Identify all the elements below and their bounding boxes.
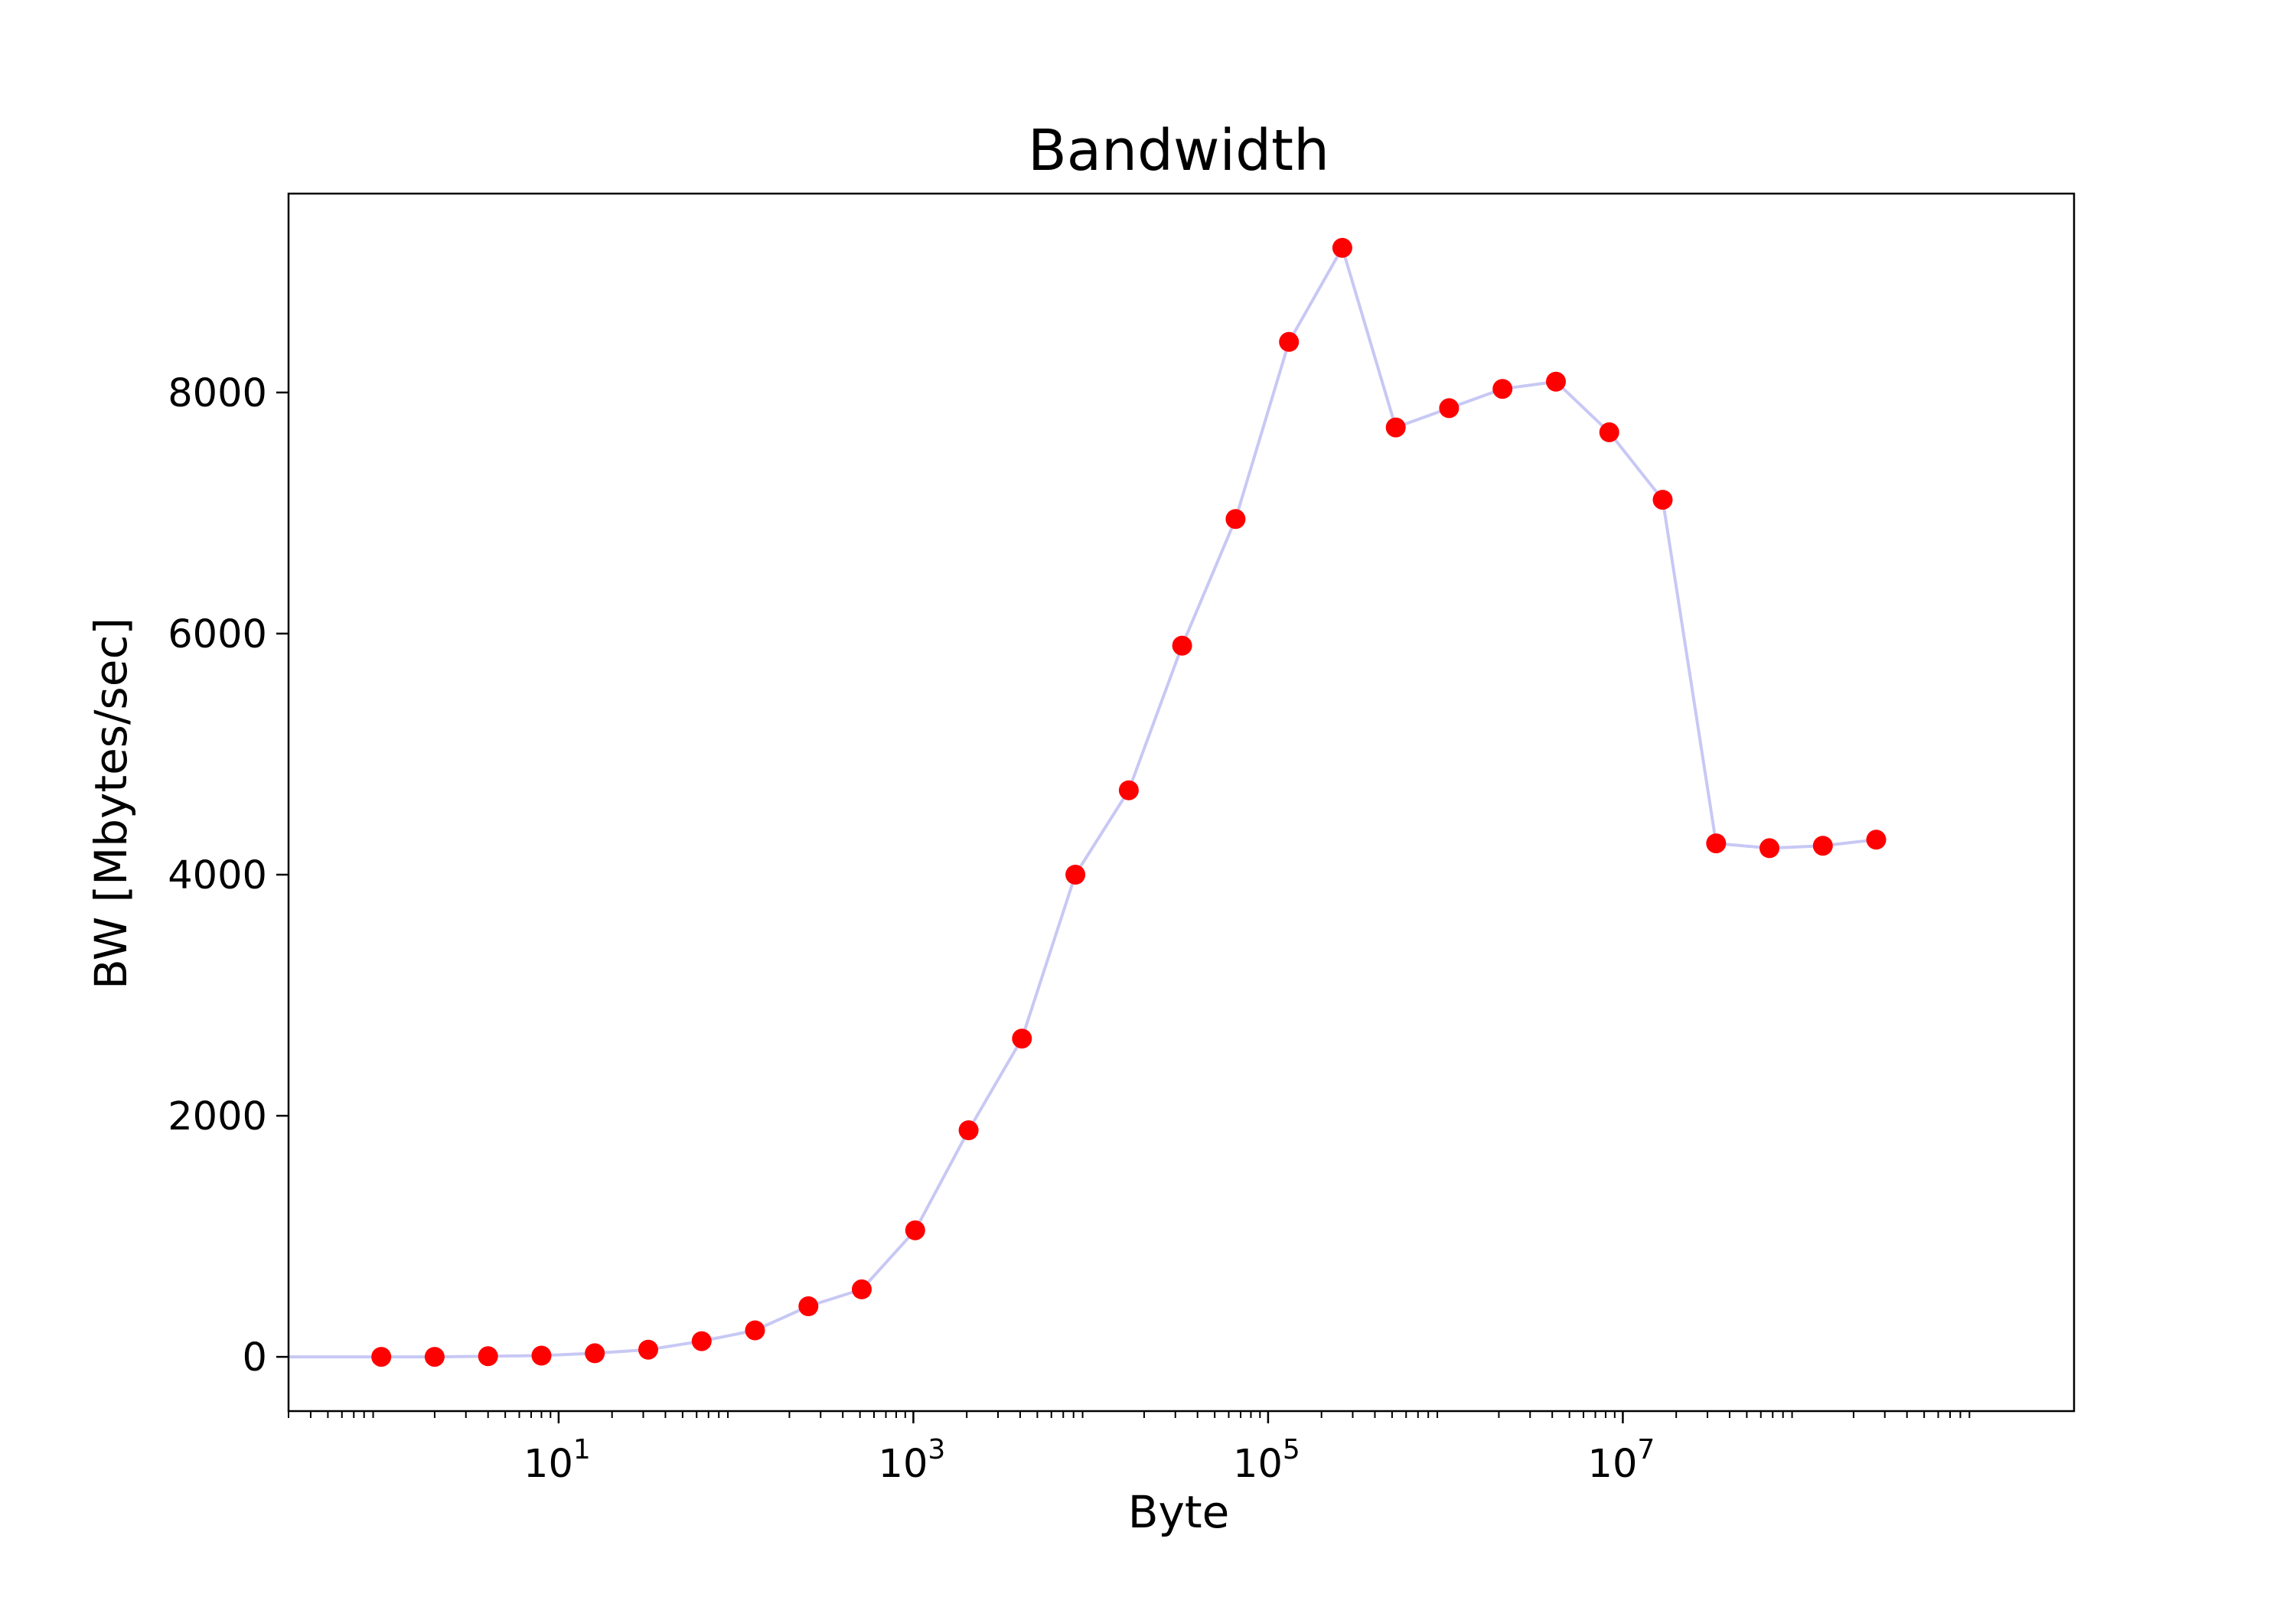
data-point <box>1279 331 1300 352</box>
plot-area <box>289 237 1887 1367</box>
data-point <box>1225 509 1246 530</box>
data-point <box>1385 417 1406 438</box>
data-point <box>1706 833 1727 854</box>
data-point <box>478 1346 498 1367</box>
x-axis-ticks: 101 103 105 107 <box>288 1411 1971 1487</box>
data-point <box>905 1220 925 1240</box>
data-point <box>1172 635 1192 656</box>
y-tick-label: 4000 <box>168 853 267 898</box>
data-point <box>852 1279 872 1299</box>
data-point <box>1546 371 1566 392</box>
y-axis-ticks: 0 2000 4000 6000 8000 <box>168 371 289 1380</box>
data-point <box>424 1347 445 1367</box>
data-point <box>1012 1028 1032 1049</box>
x-axis-label: Byte <box>1128 1486 1230 1538</box>
y-tick-label: 6000 <box>168 612 267 657</box>
data-point <box>638 1339 658 1360</box>
y-tick-label: 2000 <box>168 1094 267 1139</box>
data-point <box>1118 780 1139 800</box>
data-point <box>745 1320 765 1341</box>
data-point <box>371 1347 392 1367</box>
y-tick-label: 0 <box>243 1335 267 1380</box>
data-point <box>1866 830 1887 850</box>
data-point <box>691 1331 712 1351</box>
data-point <box>1332 237 1352 258</box>
data-point <box>1812 836 1833 856</box>
data-point <box>1652 490 1673 510</box>
plot-frame <box>287 192 2076 1413</box>
x-tick-label: 107 <box>1588 1434 1655 1487</box>
data-point <box>1760 838 1779 859</box>
data-point <box>798 1296 819 1316</box>
data-point <box>1439 398 1459 419</box>
data-point <box>531 1345 552 1366</box>
x-tick-label: 103 <box>879 1434 946 1487</box>
y-axis-label: BW [Mbytes/sec] <box>85 618 137 989</box>
data-point <box>585 1343 605 1364</box>
data-point <box>1599 422 1619 442</box>
x-tick-label: 101 <box>523 1434 591 1487</box>
chart-title: Bandwidth <box>1028 118 1329 184</box>
y-tick-label: 8000 <box>168 371 267 416</box>
data-point <box>958 1120 979 1140</box>
data-point <box>1065 865 1086 885</box>
x-tick-label: 105 <box>1233 1434 1300 1487</box>
data-point <box>1492 379 1513 399</box>
